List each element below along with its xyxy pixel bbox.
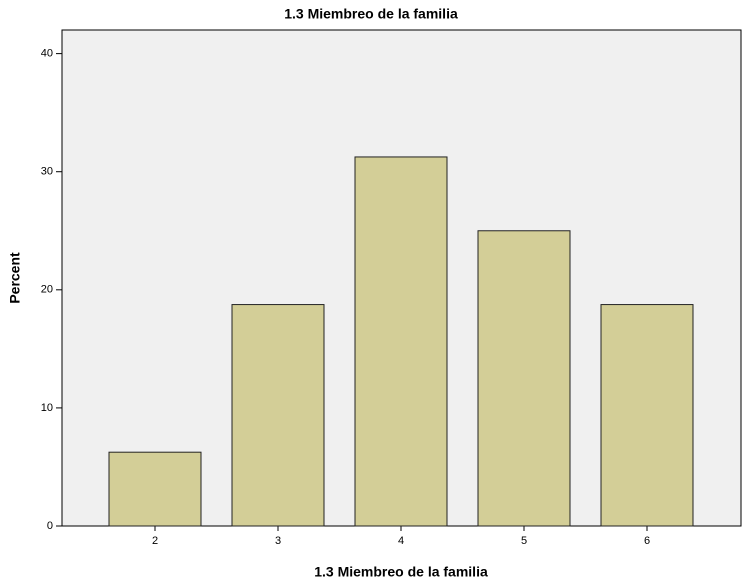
bar: [477, 230, 571, 527]
x-tick-label: 2: [152, 535, 158, 547]
bar: [600, 304, 694, 527]
y-tick-label: 0: [47, 520, 53, 532]
y-tick-label: 30: [41, 166, 53, 178]
chart-title: 1.3 Miembreo de la familia: [284, 6, 458, 22]
x-tick-label: 6: [644, 535, 650, 547]
bar: [231, 304, 325, 527]
x-tick-label: 5: [521, 535, 527, 547]
bar: [354, 156, 448, 527]
x-axis-label: 1.3 Miembreo de la familia: [314, 564, 488, 580]
bar: [108, 451, 202, 527]
y-tick-label: 20: [41, 284, 53, 296]
y-tick-label: 40: [41, 48, 53, 60]
y-tick-label: 10: [41, 402, 53, 414]
x-tick-label: 3: [275, 535, 281, 547]
x-tick-label: 4: [398, 535, 404, 547]
y-axis-label: Percent: [7, 252, 23, 304]
